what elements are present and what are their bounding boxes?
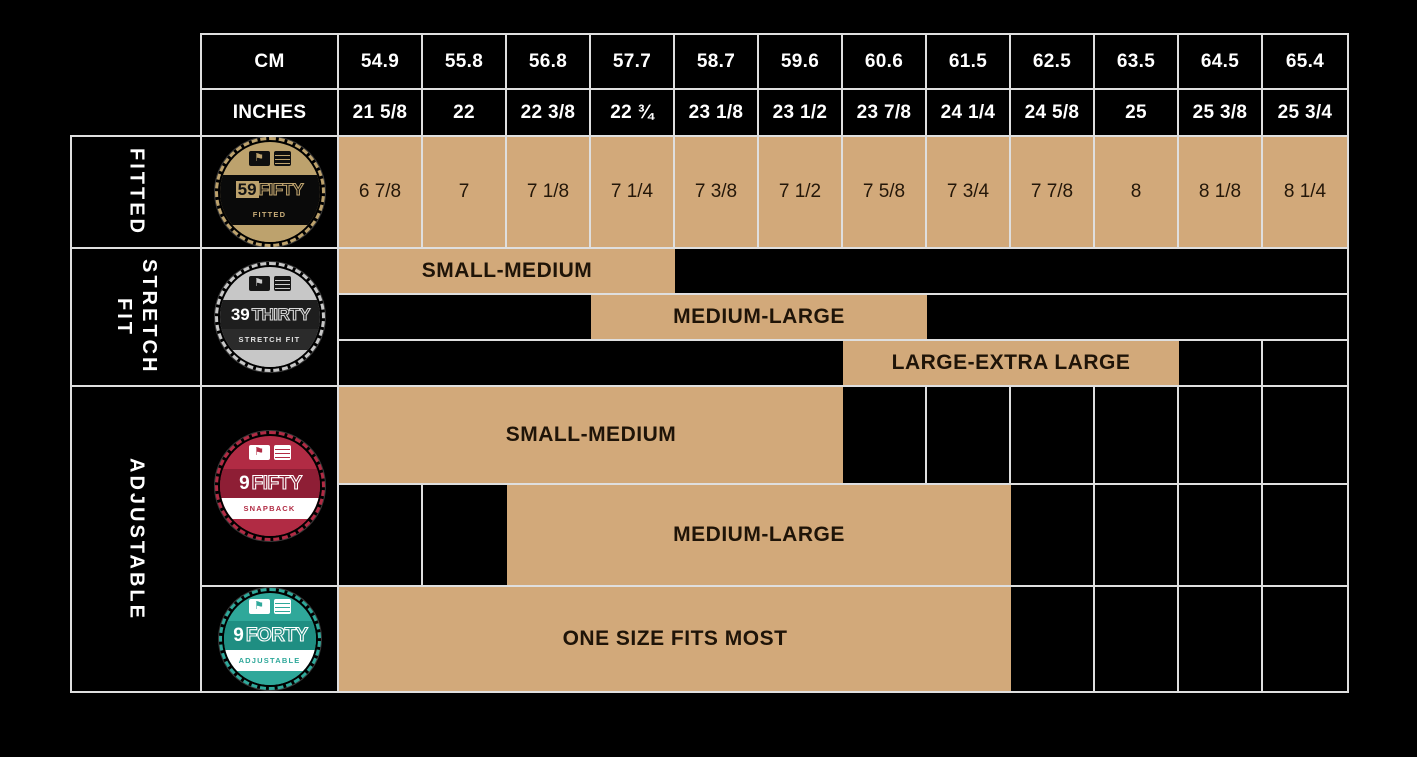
cm-value-cell: 63.5 bbox=[1095, 35, 1179, 90]
fitted-size-cell: 8 bbox=[1095, 137, 1179, 249]
empty-range-cell bbox=[1011, 387, 1095, 485]
empty-range-cell bbox=[339, 341, 843, 387]
empty-range-cell bbox=[1011, 485, 1095, 587]
header-grid: CM 54.9 55.8 56.8 57.7 58.7 59.6 60.6 61… bbox=[200, 33, 1349, 137]
badge-subtext: ADJUSTABLE bbox=[223, 649, 316, 671]
badge-subtext: FITTED bbox=[219, 203, 320, 225]
logo-cell-39thirty: ⚑ 39 THIRTY STRETCH FIT bbox=[202, 249, 339, 387]
fitted-size-cell: 7 bbox=[423, 137, 507, 249]
cm-value-cell: 55.8 bbox=[423, 35, 507, 90]
inches-value-cell: 25 bbox=[1095, 90, 1179, 135]
stretch-large-xlarge-bar: LARGE-EXTRA LARGE bbox=[843, 341, 1179, 387]
empty-range-cell bbox=[927, 295, 1347, 341]
inches-value-cell: 24 1/4 bbox=[927, 90, 1011, 135]
body-grid: FITTED ⚑ 59 FIFTY FITTED bbox=[70, 135, 1349, 693]
9fifty-badge: ⚑ 9 FIFTY SNAPBACK bbox=[214, 431, 325, 541]
59fifty-badge: ⚑ 59 FIFTY FITTED bbox=[214, 137, 325, 247]
inches-value-cell: 24 5/8 bbox=[1011, 90, 1095, 135]
fitted-size-cell: 7 3/4 bbox=[927, 137, 1011, 249]
empty-range-cell bbox=[1179, 341, 1263, 387]
inches-value-cell: 22 3/8 bbox=[507, 90, 591, 135]
new-era-wordmark-icon bbox=[273, 444, 291, 460]
fitted-size-cell: 6 7/8 bbox=[339, 137, 423, 249]
section-label-fitted: FITTED bbox=[72, 137, 202, 249]
cm-value-cell: 58.7 bbox=[675, 35, 759, 90]
inches-value-cell: 22 bbox=[423, 90, 507, 135]
cm-value-cell: 59.6 bbox=[759, 35, 843, 90]
inches-value-cell: 22 ¾ bbox=[591, 90, 675, 135]
empty-range-cell bbox=[1179, 587, 1263, 691]
fitted-size-cell: 7 1/2 bbox=[759, 137, 843, 249]
fitted-size-cell: 8 1/4 bbox=[1263, 137, 1347, 249]
inches-value-cell: 25 3/4 bbox=[1263, 90, 1347, 135]
empty-range-cell bbox=[927, 387, 1011, 485]
section-label-stretch-fit: STRETCH FIT bbox=[72, 249, 202, 387]
new-era-flag-icon: ⚑ bbox=[248, 444, 270, 460]
cm-value-cell: 60.6 bbox=[843, 35, 927, 90]
inches-value-cell: 21 5/8 bbox=[339, 90, 423, 135]
new-era-wordmark-icon bbox=[273, 275, 291, 291]
empty-range-cell bbox=[1095, 387, 1179, 485]
inches-value-cell: 25 3/8 bbox=[1179, 90, 1263, 135]
inches-value-cell: 23 1/2 bbox=[759, 90, 843, 135]
cm-value-cell: 64.5 bbox=[1179, 35, 1263, 90]
inches-header-label: INCHES bbox=[202, 90, 339, 135]
one-size-fits-most-bar: ONE SIZE FITS MOST bbox=[339, 587, 1011, 691]
empty-range-cell bbox=[1263, 587, 1347, 691]
fitted-size-cell: 7 5/8 bbox=[843, 137, 927, 249]
snapback-small-medium-bar: SMALL-MEDIUM bbox=[339, 387, 843, 485]
9forty-badge: ⚑ 9 FORTY ADJUSTABLE bbox=[218, 588, 321, 690]
new-era-wordmark-icon bbox=[273, 599, 291, 615]
empty-range-cell bbox=[1263, 387, 1347, 485]
empty-range-cell bbox=[339, 295, 591, 341]
empty-range-cell bbox=[1179, 387, 1263, 485]
empty-range-cell bbox=[675, 249, 1347, 295]
stretch-medium-large-bar: MEDIUM-LARGE bbox=[591, 295, 927, 341]
fitted-size-cell: 7 3/8 bbox=[675, 137, 759, 249]
empty-range-cell bbox=[843, 387, 927, 485]
badge-name: 9 FIFTY bbox=[219, 468, 320, 498]
cm-header-label: CM bbox=[202, 35, 339, 90]
empty-range-cell bbox=[423, 485, 507, 587]
badge-name: 59 FIFTY bbox=[219, 174, 320, 204]
empty-range-cell bbox=[1263, 485, 1347, 587]
size-chart-table: CM 54.9 55.8 56.8 57.7 58.7 59.6 60.6 61… bbox=[70, 33, 1349, 693]
fitted-size-cell: 7 7/8 bbox=[1011, 137, 1095, 249]
badge-subtext: SNAPBACK bbox=[219, 497, 320, 519]
empty-range-cell bbox=[1179, 485, 1263, 587]
cm-value-cell: 65.4 bbox=[1263, 35, 1347, 90]
badge-name: 9 FORTY bbox=[223, 620, 316, 650]
fitted-size-cell: 7 1/8 bbox=[507, 137, 591, 249]
section-label-adjustable: ADJUSTABLE bbox=[72, 387, 202, 691]
stretch-small-medium-bar: SMALL-MEDIUM bbox=[339, 249, 675, 295]
new-era-flag-icon: ⚑ bbox=[248, 599, 270, 615]
empty-range-cell bbox=[1095, 485, 1179, 587]
logo-cell-9forty: ⚑ 9 FORTY ADJUSTABLE bbox=[202, 587, 339, 691]
inches-value-cell: 23 7/8 bbox=[843, 90, 927, 135]
badge-name: 39 THIRTY bbox=[219, 299, 320, 329]
empty-range-cell bbox=[1263, 341, 1347, 387]
empty-range-cell bbox=[1011, 587, 1095, 691]
inches-value-cell: 23 1/8 bbox=[675, 90, 759, 135]
cm-value-cell: 61.5 bbox=[927, 35, 1011, 90]
empty-range-cell bbox=[339, 485, 423, 587]
cm-value-cell: 54.9 bbox=[339, 35, 423, 90]
new-era-flag-icon: ⚑ bbox=[248, 150, 270, 166]
badge-subtext: STRETCH FIT bbox=[219, 328, 320, 350]
snapback-medium-large-bar: MEDIUM-LARGE bbox=[507, 485, 1011, 587]
new-era-flag-icon: ⚑ bbox=[248, 275, 270, 291]
cm-value-cell: 56.8 bbox=[507, 35, 591, 90]
new-era-wordmark-icon bbox=[273, 150, 291, 166]
39thirty-badge: ⚑ 39 THIRTY STRETCH FIT bbox=[214, 262, 325, 372]
logo-cell-59fifty: ⚑ 59 FIFTY FITTED bbox=[202, 137, 339, 249]
fitted-size-cell: 8 1/8 bbox=[1179, 137, 1263, 249]
logo-cell-9fifty: ⚑ 9 FIFTY SNAPBACK bbox=[202, 387, 339, 587]
cm-value-cell: 62.5 bbox=[1011, 35, 1095, 90]
empty-range-cell bbox=[1095, 587, 1179, 691]
fitted-size-cell: 7 1/4 bbox=[591, 137, 675, 249]
cm-value-cell: 57.7 bbox=[591, 35, 675, 90]
